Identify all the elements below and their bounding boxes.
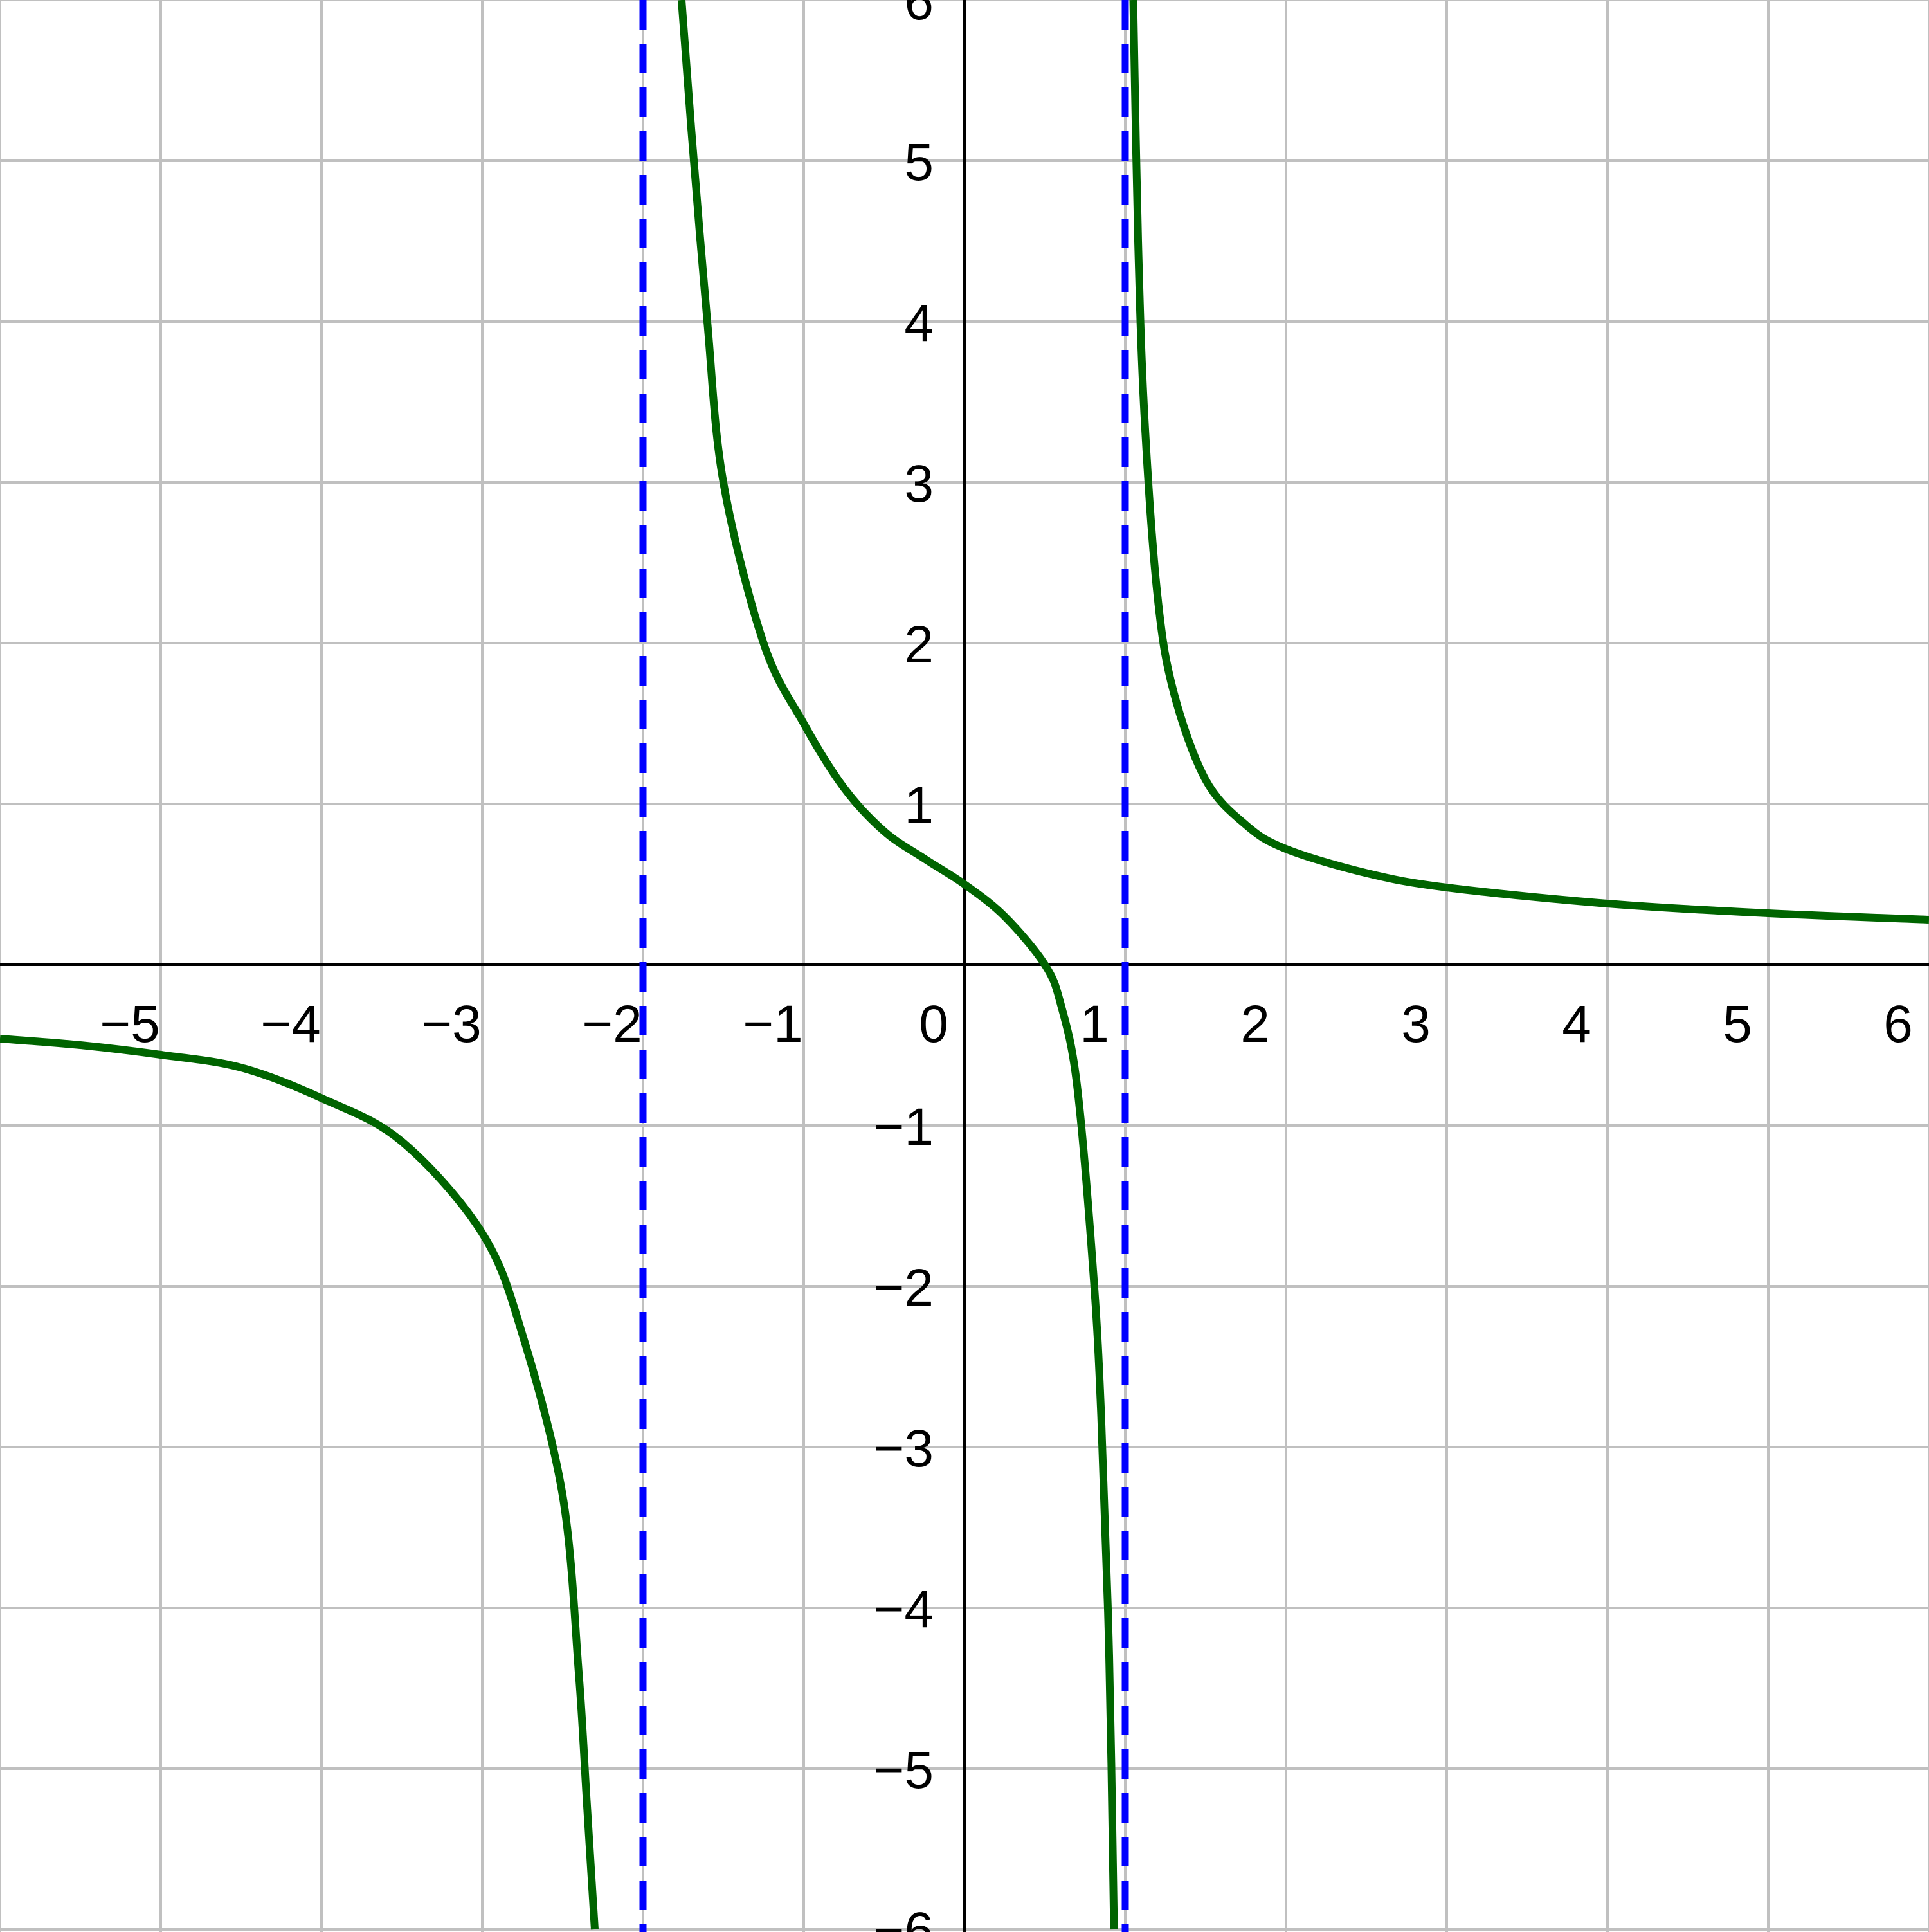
- y-tick-label: 3: [904, 455, 934, 513]
- y-tick-label: 1: [904, 776, 934, 835]
- x-tick-label: 0: [919, 995, 948, 1053]
- x-tick-label: 6: [1883, 995, 1913, 1053]
- y-tick-label: −6: [874, 1902, 934, 1932]
- x-tick-label: −1: [743, 995, 803, 1053]
- x-tick-label: 5: [1723, 995, 1752, 1053]
- x-tick-label: −5: [100, 995, 160, 1053]
- x-tick-label: 4: [1562, 995, 1591, 1053]
- y-tick-label: 4: [904, 294, 934, 352]
- y-tick-label: −4: [874, 1580, 934, 1639]
- y-tick-label: 2: [904, 615, 934, 674]
- x-tick-label: 2: [1240, 995, 1270, 1053]
- asymptote-lines: [639, 0, 1129, 1932]
- curve-left-branch: [0, 1035, 599, 1930]
- y-tick-label: −2: [874, 1259, 934, 1317]
- y-tick-label: −1: [874, 1098, 934, 1156]
- y-tick-label: 5: [904, 133, 934, 192]
- x-tick-label: 1: [1080, 995, 1109, 1053]
- y-tick-label: −5: [874, 1741, 934, 1800]
- curve-middle-branch: [678, 0, 1118, 1930]
- curve-right-branch: [1129, 0, 1929, 924]
- x-tick-label: 3: [1401, 995, 1431, 1053]
- x-tick-label: −3: [421, 995, 482, 1053]
- x-tick-label: −4: [260, 995, 321, 1053]
- x-tick-label: −2: [582, 995, 642, 1053]
- y-tick-label: −3: [874, 1419, 934, 1478]
- y-tick-label: 6: [904, 0, 934, 31]
